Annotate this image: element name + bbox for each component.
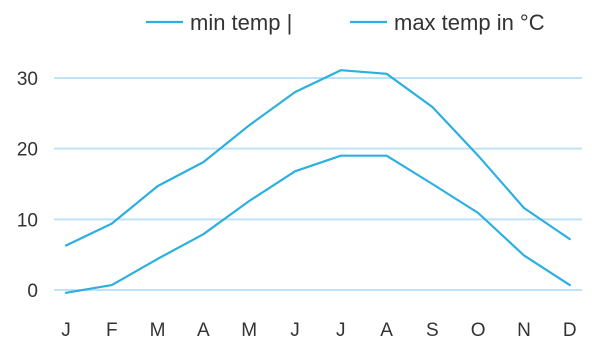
x-tick-label: O <box>471 320 486 341</box>
x-tick-label: A <box>197 320 210 341</box>
x-tick-label: J <box>61 320 71 341</box>
x-tick-label: F <box>106 320 118 341</box>
x-tick-label: N <box>517 320 531 341</box>
x-tick-label: S <box>426 320 439 341</box>
legend-label-min-temp: min temp | <box>190 10 292 35</box>
legend-label-max-temp: max temp in °C <box>394 10 545 35</box>
y-tick-label: 10 <box>17 210 38 231</box>
y-tick-label: 0 <box>27 281 38 302</box>
x-tick-label: A <box>380 320 393 341</box>
gridlines <box>54 77 582 291</box>
series-lines <box>64 69 571 294</box>
y-tick-label: 20 <box>17 140 38 161</box>
x-tick-label: M <box>150 320 166 341</box>
x-tick-label: M <box>241 320 257 341</box>
y-tick-label: 30 <box>17 69 38 90</box>
y-axis: 0 10 20 30 <box>17 69 38 302</box>
max-temp-line <box>64 69 571 247</box>
x-tick-label: J <box>336 320 346 341</box>
x-tick-label: J <box>290 320 300 341</box>
min-temp-line <box>64 154 571 294</box>
x-tick-label: D <box>563 320 577 341</box>
legend: min temp | max temp in °C <box>146 10 545 35</box>
